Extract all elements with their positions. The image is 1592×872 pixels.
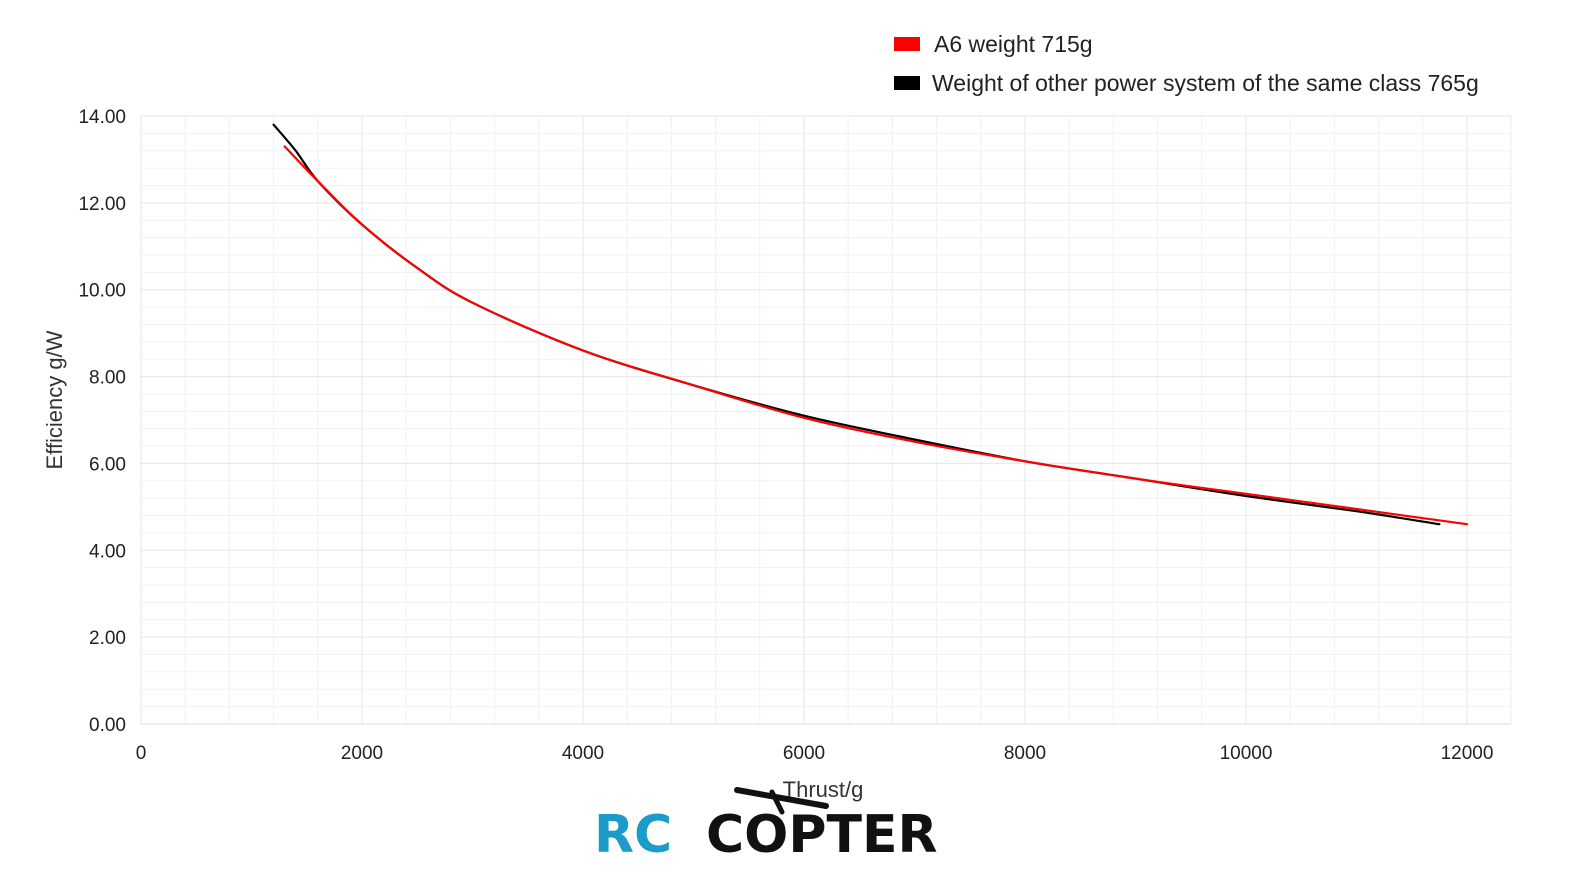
x-tick-label: 12000 <box>1441 743 1494 764</box>
helicopter-rotor-icon <box>734 787 829 815</box>
x-tick-label: 2000 <box>341 743 383 764</box>
y-tick-label: 4.00 <box>89 541 126 562</box>
series-line-a6 <box>283 145 1469 526</box>
y-tick-label: 10.00 <box>78 281 126 302</box>
rc-copter-logo: RC COPTER <box>594 787 938 865</box>
legend: A6 weight 715g Weight of other power sys… <box>894 31 1479 96</box>
grid <box>140 115 1512 725</box>
x-tick-label: 0 <box>136 743 147 764</box>
series-lines <box>272 123 1469 526</box>
y-tick-label: 8.00 <box>89 368 126 389</box>
y-axis-title: Efficiency g/W <box>42 330 67 469</box>
x-tick-label: 6000 <box>783 743 825 764</box>
legend-swatch-other <box>894 76 920 90</box>
legend-swatch-a6 <box>894 37 920 51</box>
y-tick-label: 12.00 <box>78 194 126 215</box>
y-tick-label: 2.00 <box>89 628 126 649</box>
logo-rc-text: RC <box>594 805 672 865</box>
legend-label-a6: A6 weight 715g <box>934 31 1093 57</box>
y-tick-label: 0.00 <box>89 715 126 736</box>
y-tick-label: 6.00 <box>89 454 126 475</box>
axes: 0.00 2.00 4.00 6.00 8.00 10.00 12.00 14.00 0 2000… <box>78 107 1511 764</box>
x-tick-label: 8000 <box>1004 743 1046 764</box>
x-tick-label: 10000 <box>1220 743 1273 764</box>
logo-copter-text: COPTER <box>706 805 938 865</box>
y-tick-label: 14.00 <box>78 107 126 128</box>
x-tick-label: 4000 <box>562 743 604 764</box>
legend-label-other: Weight of other power system of the same… <box>932 70 1479 96</box>
